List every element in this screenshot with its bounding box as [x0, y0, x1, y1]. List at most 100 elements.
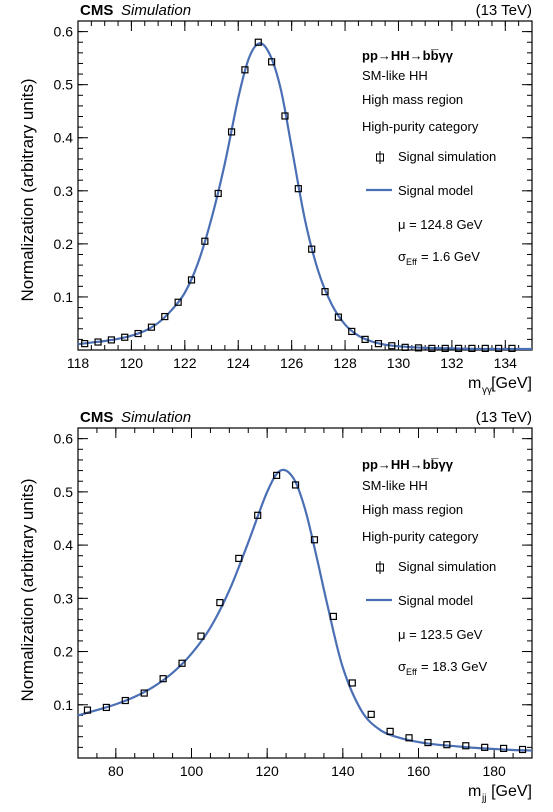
- sigma-subscript: Eff: [406, 667, 417, 677]
- signal-simulation-point: [294, 185, 302, 193]
- process-label: pp→HH→bb̅γγ: [362, 457, 454, 472]
- signal-simulation-point: [405, 734, 413, 742]
- signal-simulation-point: [214, 189, 222, 198]
- x-tick-label: 180: [482, 763, 506, 779]
- sigma-symbol: σ: [398, 249, 406, 264]
- energy-label: (13 TeV): [476, 2, 532, 19]
- y-tick-label: 0.1: [54, 289, 74, 305]
- signal-simulation-point: [374, 340, 383, 348]
- legend-line: SM-like HH: [362, 68, 428, 83]
- x-tick-label: 134: [494, 355, 518, 371]
- y-axis-label: Normalization (arbitrary units): [18, 79, 37, 302]
- signal-simulation-point: [428, 344, 436, 353]
- legend-entry-model: Signal model: [398, 183, 473, 198]
- signal-simulation-point: [147, 323, 156, 331]
- y-tick-label: 0.2: [54, 236, 74, 252]
- x-tick-label: 120: [120, 355, 144, 371]
- legend-entry-simulation: Signal simulation: [398, 559, 496, 574]
- legend-line: High-purity category: [362, 529, 479, 544]
- legend-marker-square: [376, 153, 384, 162]
- signal-simulation-point: [83, 706, 92, 714]
- chart-panel-bottom: CMS Simulation (13 TeV) Normalization (a…: [18, 409, 533, 804]
- x-tick-label: 80: [108, 763, 124, 779]
- signal-simulation-point: [308, 245, 316, 253]
- x-tick-label: 128: [333, 355, 357, 371]
- signal-simulation-point: [508, 344, 516, 353]
- experiment-label: CMS: [80, 2, 113, 19]
- signal-simulation-point: [443, 741, 451, 749]
- legend: pp→HH→bb̅γγ SM-like HH High mass region …: [362, 457, 496, 677]
- x-tick-label: 126: [280, 355, 304, 371]
- signal-simulation-point: [348, 327, 356, 336]
- signal-simulation-point: [454, 344, 463, 353]
- status-label: Simulation: [121, 2, 191, 19]
- signal-simulation-point: [348, 679, 356, 687]
- x-tick-label: 130: [387, 355, 411, 371]
- signal-simulation-point: [334, 313, 342, 321]
- signal-simulation-point: [107, 336, 115, 344]
- sigma-subscript: Eff: [406, 257, 417, 267]
- legend-line: High mass region: [362, 92, 463, 107]
- signal-simulation-point: [235, 554, 243, 563]
- signal-simulation-point: [134, 329, 142, 338]
- signal-simulation-point: [414, 344, 423, 352]
- signal-simulation-point: [273, 471, 281, 479]
- x-tick-label: 132: [440, 355, 464, 371]
- x-axis-unit: [GeV]: [491, 375, 532, 392]
- signal-simulation-point: [367, 710, 375, 718]
- signal-simulation-point: [481, 344, 489, 353]
- signal-simulation-point: [500, 744, 508, 753]
- signal-simulation-point: [361, 335, 369, 343]
- signal-simulation-point: [216, 598, 224, 607]
- signal-model-curve: [77, 468, 533, 752]
- signal-simulation-point: [161, 312, 169, 321]
- signal-simulation-point: [254, 38, 262, 46]
- signal-simulation-point: [310, 536, 319, 544]
- signal-simulation-point: [468, 344, 476, 353]
- signal-simulation-point: [178, 659, 186, 667]
- y-axis-label: Normalization (arbitrary units): [18, 479, 37, 702]
- signal-simulation-point: [281, 112, 289, 120]
- y-tick-label: 0.6: [54, 24, 74, 40]
- x-axis-label: m: [468, 375, 481, 392]
- legend-line: High-purity category: [362, 119, 479, 134]
- sigma-symbol: σ: [398, 659, 406, 674]
- status-label: Simulation: [121, 409, 191, 426]
- y-tick-label: 0.5: [54, 484, 74, 500]
- y-tick-label: 0.2: [54, 644, 74, 660]
- x-tick-label: 100: [180, 763, 204, 779]
- signal-model-curve: [77, 42, 532, 351]
- mu-label: μ = 123.5 GeV: [398, 627, 483, 642]
- signal-simulation-point: [121, 696, 129, 705]
- signal-simulation-point: [291, 481, 300, 489]
- x-tick-label: 160: [407, 763, 431, 779]
- x-axis-unit: [GeV]: [491, 783, 532, 800]
- legend-marker-square: [376, 563, 384, 572]
- x-axis-label: m: [468, 783, 481, 800]
- signal-simulation-point: [329, 612, 337, 621]
- y-tick-label: 0.3: [54, 183, 74, 199]
- signal-simulation-point: [386, 727, 394, 735]
- y-tick-label: 0.3: [54, 590, 74, 606]
- x-axis-label-subscript: γγ: [482, 385, 492, 396]
- legend-entry-model: Signal model: [398, 593, 473, 608]
- signal-simulation-point: [424, 738, 432, 747]
- legend-entry-simulation: Signal simulation: [398, 149, 496, 164]
- energy-label: (13 TeV): [476, 409, 532, 426]
- signal-simulation-point: [94, 338, 102, 346]
- signal-simulation-point: [388, 342, 396, 350]
- chart-panel-top: CMS Simulation (13 TeV) Normalization (a…: [18, 2, 533, 396]
- signal-simulation-point: [174, 298, 182, 306]
- signal-simulation-point: [495, 344, 503, 353]
- signal-simulation-point: [121, 333, 129, 341]
- signal-simulation-point: [140, 689, 148, 697]
- mu-label: μ = 124.8 GeV: [398, 217, 483, 232]
- x-tick-label: 118: [67, 355, 90, 371]
- x-tick-label: 120: [255, 763, 279, 779]
- signal-simulation-point: [481, 743, 489, 751]
- sigma-label: = 1.6 GeV: [421, 249, 480, 264]
- y-tick-label: 0.6: [54, 431, 74, 447]
- sigma-label: = 18.3 GeV: [421, 659, 487, 674]
- y-tick-label: 0.4: [54, 130, 74, 146]
- y-tick-label: 0.4: [54, 537, 74, 553]
